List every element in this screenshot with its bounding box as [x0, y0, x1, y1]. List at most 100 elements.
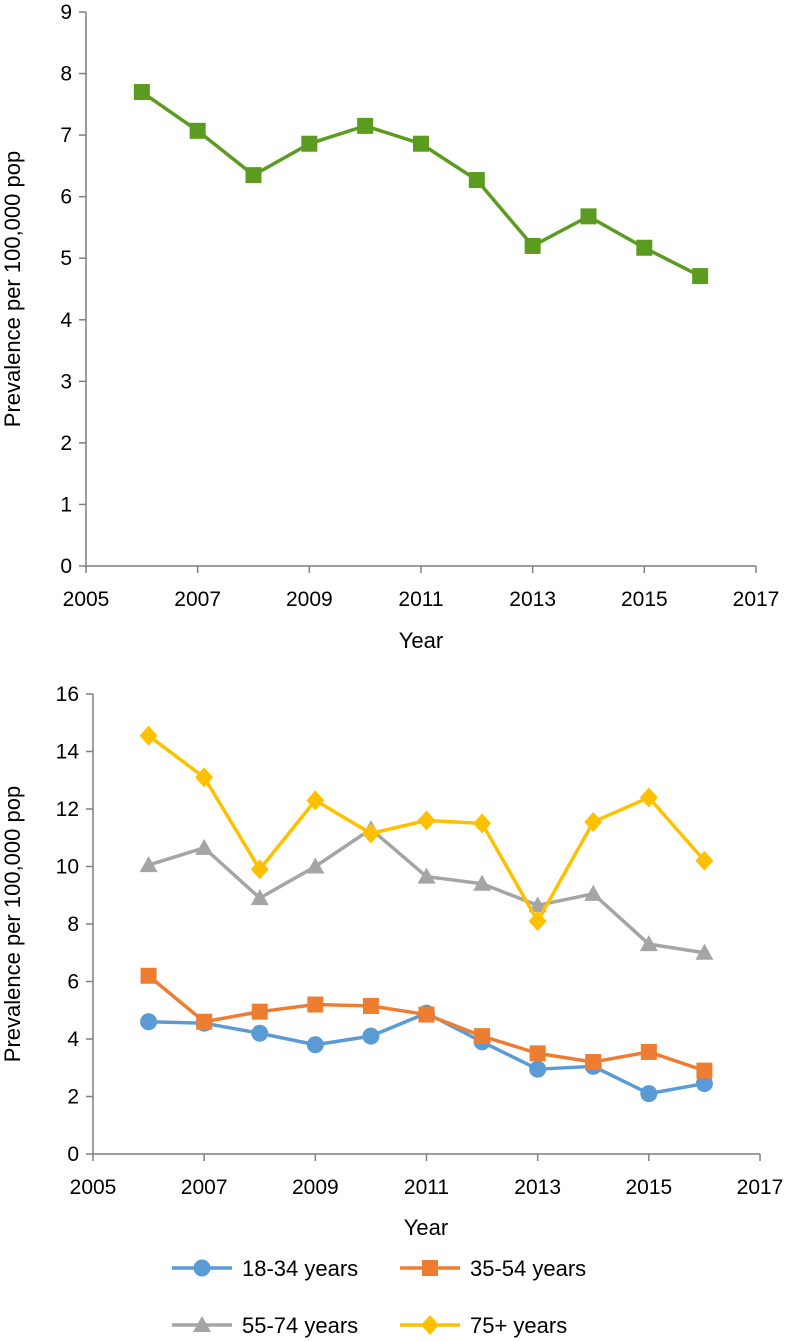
- data-point-55-74-years: [139, 856, 158, 873]
- x-tick-label: 2017: [737, 1176, 784, 1199]
- y-tick-label: 10: [56, 856, 79, 879]
- data-point-35-54-years: [307, 996, 324, 1013]
- y-tick-label: 2: [67, 1086, 79, 1109]
- data-point-75-years: [306, 790, 325, 811]
- x-axis-title: Year: [399, 628, 443, 653]
- series-line-overall: [140, 90, 701, 278]
- y-tick-label: 1: [60, 493, 72, 516]
- y-tick-label: 0: [67, 1143, 79, 1166]
- x-tick-label: 2005: [70, 1176, 117, 1199]
- data-point-18-34-years: [306, 1036, 324, 1054]
- data-point-overall: [413, 135, 429, 152]
- data-point-35-54-years: [196, 1013, 213, 1030]
- x-tick-label: 2015: [621, 588, 668, 611]
- data-point-overall: [133, 84, 150, 101]
- data-point-35-54-years: [529, 1045, 546, 1062]
- data-point-75-years: [528, 911, 547, 932]
- series-line-35-54-years: [147, 974, 705, 1073]
- data-point-overall: [468, 172, 485, 189]
- y-tick-label: 8: [60, 63, 72, 86]
- data-point-55-74-years: [306, 857, 325, 874]
- y-tick-label: 4: [67, 1028, 79, 1051]
- series-line-55-74-years: [148, 827, 705, 955]
- data-point-55-74-years: [584, 884, 603, 901]
- data-point-overall: [189, 122, 206, 139]
- x-tick-label: 2009: [286, 588, 333, 611]
- legend-label: 55-74 years: [242, 1313, 358, 1338]
- legend-marker: [193, 1259, 211, 1277]
- y-tick-label: 9: [60, 1, 72, 24]
- legend-marker: [421, 1315, 439, 1335]
- y-tick-label: 14: [56, 741, 80, 764]
- x-tick-label: 2005: [63, 588, 110, 611]
- data-point-18-34-years: [640, 1085, 658, 1103]
- x-tick-label: 2011: [398, 588, 443, 611]
- data-point-35-54-years: [640, 1043, 657, 1060]
- x-tick-label: 2015: [625, 1176, 672, 1199]
- data-point-overall: [580, 208, 597, 225]
- y-tick-label: 0: [60, 555, 72, 578]
- chart-prevalence-by-age: 0 2 4 6 8 10 12 14 16 2005 2007 2009 2011 2013 2015 20…: [0, 683, 783, 1338]
- series-line-18-34-years: [148, 1011, 705, 1096]
- data-point-75-years: [695, 850, 714, 871]
- data-point-55-74-years: [250, 889, 269, 906]
- x-axis-title: Year: [404, 1215, 448, 1240]
- legend-item-55-74-years: 55-74 years: [172, 1313, 358, 1338]
- data-point-35-54-years: [474, 1028, 491, 1045]
- data-point-75-years: [250, 859, 269, 880]
- data-point-55-74-years: [639, 935, 658, 952]
- data-point-overall: [357, 117, 374, 134]
- data-point-75-years: [139, 725, 158, 746]
- legend-marker: [193, 1316, 211, 1332]
- legend-marker: [422, 1260, 438, 1276]
- x-tick-label: 2009: [292, 1176, 339, 1199]
- y-tick-label: 6: [60, 186, 72, 209]
- data-point-75-years: [639, 787, 658, 808]
- y-axis-title: Prevalence per 100,000 pop: [0, 786, 25, 1062]
- legend: 18-34 years 35-54 years 55-74 years 75+ yea…: [172, 1256, 586, 1338]
- x-tick-label: 2007: [174, 588, 221, 611]
- data-point-75-years: [584, 811, 603, 832]
- data-point-35-54-years: [418, 1006, 435, 1023]
- y-tick-label: 16: [56, 683, 79, 706]
- data-point-35-54-years: [140, 967, 157, 984]
- x-tick-label: 2007: [181, 1176, 228, 1199]
- data-point-75-years: [361, 823, 380, 844]
- series-35-54-years: [140, 967, 713, 1079]
- data-point-55-74-years: [695, 943, 714, 960]
- y-tick-label: 6: [67, 971, 79, 994]
- series-overall: [133, 84, 709, 285]
- y-axis-title: Prevalence per 100,000 pop: [0, 151, 25, 427]
- data-point-35-54-years: [362, 997, 379, 1014]
- legend-label: 35-54 years: [470, 1256, 586, 1281]
- data-point-75-years: [195, 767, 214, 788]
- legend-item-18-34-years: 18-34 years: [172, 1256, 358, 1281]
- y-tick-label: 5: [60, 247, 72, 270]
- data-point-18-34-years: [140, 1013, 158, 1031]
- x-tick-label: 2017: [733, 588, 780, 611]
- y-tick-label: 7: [60, 124, 72, 147]
- legend-label: 75+ years: [470, 1313, 567, 1338]
- data-point-55-74-years: [417, 867, 436, 884]
- x-tick-label: 2013: [514, 1176, 561, 1199]
- y-tick-label: 2: [60, 432, 72, 455]
- y-tick-label: 3: [60, 370, 72, 393]
- data-point-35-54-years: [585, 1054, 602, 1070]
- data-point-overall: [301, 135, 318, 152]
- series-55-74-years: [139, 820, 714, 960]
- data-point-35-54-years: [251, 1003, 268, 1020]
- data-point-55-74-years: [473, 874, 492, 891]
- data-point-55-74-years: [195, 838, 214, 855]
- legend-label: 18-34 years: [242, 1256, 358, 1281]
- x-tick-label: 2011: [404, 1176, 449, 1199]
- data-point-overall: [692, 268, 709, 285]
- data-point-overall: [524, 237, 541, 254]
- data-point-18-34-years: [695, 1075, 713, 1093]
- y-tick-label: 8: [67, 913, 79, 936]
- data-point-18-34-years: [251, 1024, 269, 1042]
- data-point-overall: [245, 167, 262, 184]
- legend-item-35-54-years: 35-54 years: [400, 1256, 586, 1281]
- data-point-75-years: [417, 810, 436, 831]
- data-point-overall: [636, 239, 653, 256]
